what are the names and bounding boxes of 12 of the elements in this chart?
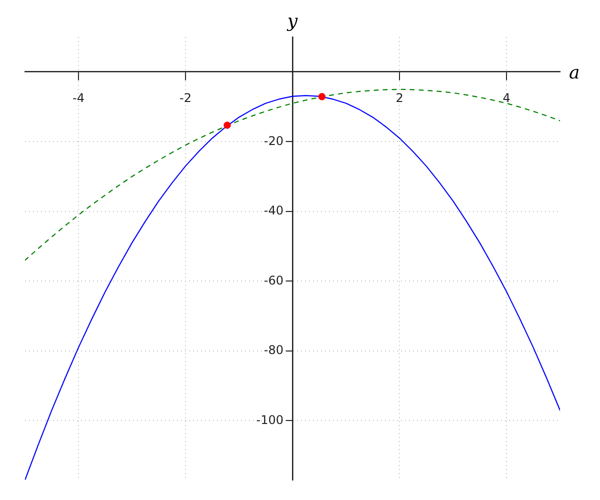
x-tick-label: -4: [72, 91, 84, 106]
y-tick-label: -40: [264, 204, 284, 218]
x-tick-label: 4: [502, 91, 510, 106]
y-tick-label: -60: [264, 273, 284, 288]
x-tick-label: -2: [180, 91, 192, 106]
x-axis-title: a: [569, 62, 580, 84]
y-tick-label: -80: [264, 343, 284, 358]
y-axis-title: y: [286, 11, 298, 32]
y-tick-label: -20: [264, 134, 284, 148]
x-tick-label: 2: [396, 91, 404, 106]
y-tick-label: -100: [256, 412, 284, 427]
line-series: [25, 88, 560, 261]
